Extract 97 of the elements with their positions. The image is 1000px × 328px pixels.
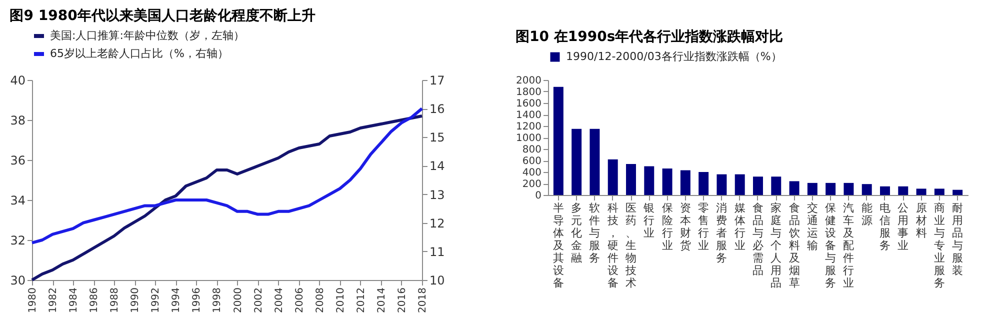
x-tick-label: 多元化金融 [571,202,582,264]
x-tick-label: 1984 [68,288,80,313]
x-tick-label: 汽车及配件行业 [843,202,854,290]
y-tick-label: 1400 [516,110,542,121]
x-tick-label: 1988 [110,288,121,313]
bar [572,128,582,195]
y-tick-label: 36 [10,154,26,168]
x-tick-label: 1996 [192,288,203,313]
y2-tick-label: 17 [430,74,445,88]
bar [608,159,618,195]
y-tick-label: 1600 [516,98,542,110]
y-tick-label: 1000 [516,133,542,144]
x-tick-label: 资本财货 [680,202,691,252]
x-tick-label: 耐用品与服装 [952,202,964,277]
y-tick-label: 38 [10,114,26,128]
x-tick-label: 原材料 [914,202,927,240]
y-tick-label: 30 [10,274,26,288]
bar [862,184,872,195]
x-tick-label: 1986 [89,288,100,313]
x-tick-label: 2004 [274,288,285,313]
bar [916,188,926,195]
x-tick-label: 电信服务 [880,202,890,252]
bar [626,164,636,195]
x-tick-label: 2010 [335,288,346,313]
x-tick-label: 2012 [356,288,367,313]
x-tick-label: 银行业 [642,202,655,240]
x-tick-label: 保险行业 [662,202,673,252]
legend-label: 65岁以上老龄人口占比（%，右轴） [50,47,228,60]
x-tick-label: 1992 [150,288,162,313]
bar [934,188,944,195]
y-tick-label: 200 [522,179,542,190]
x-tick-label: 零售行业 [698,202,710,252]
bar [826,182,836,195]
x-tick-label: 2002 [253,288,264,313]
x-tick-label: 2008 [314,288,326,313]
bar [553,86,564,195]
legend-label: 1990/12-2000/03各行业指数涨跌幅（%） [566,50,782,63]
y-tick-label: 0 [535,190,542,202]
bar [662,168,672,195]
bar [898,186,908,195]
legend-label: 美国:人口推算:年龄中位数（岁，左轴） [50,29,244,42]
y-tick-label: 2000 [516,76,542,86]
bar [952,190,963,195]
x-tick-label: 医药、生物技术 [624,202,636,290]
y-tick-label: 40 [10,74,26,88]
x-tick-label: 2000 [232,288,244,313]
chart-title: 图9 1980年代以来美国人口老龄化程度不断上升 [10,7,316,24]
x-tick-label: 2016 [396,288,408,313]
y2-tick-label: 16 [430,102,445,116]
x-tick-label: 半导体及其设备 [552,202,564,290]
y-tick-label: 400 [522,168,542,178]
bar [771,176,782,195]
bar [680,170,690,195]
bar [734,174,745,195]
x-tick-label: 食品与必需品 [752,202,764,277]
x-tick-label: 食品饮料及烟草 [788,202,800,290]
x-tick-label: 1998 [212,288,224,313]
x-tick-label: 消费者服务 [716,202,728,264]
x-tick-label: 1982 [48,288,60,313]
x-tick-label: 能源 [861,202,872,227]
x-tick-label: 商业与专业服务 [934,202,945,290]
y-tick-label: 800 [522,144,542,156]
y2-tick-label: 10 [430,274,445,288]
bar [844,182,854,195]
x-tick-label: 软件与服务 [589,202,600,264]
x-tick-label: 媒体行业 [734,202,746,252]
y2-tick-label: 12 [430,216,445,230]
y-tick-label: 1200 [516,122,542,132]
line-series [30,107,424,244]
x-tick-label: 2006 [294,288,306,313]
x-tick-label: 1980 [28,288,38,313]
x-tick-label: 2014 [376,288,388,313]
y2-tick-label: 14 [430,159,445,174]
x-tick-label: 交通运输 [806,202,818,252]
y2-tick-label: 11 [430,244,445,259]
y-tick-label: 600 [522,156,542,167]
bar [753,176,763,195]
x-tick-label: 2018 [418,288,428,313]
y2-tick-label: 15 [430,130,445,145]
x-tick-label: 家庭与个人用品 [770,202,782,290]
x-tick-label: 1994 [171,288,182,313]
bar [789,181,800,195]
bar [590,128,600,195]
x-tick-label: 保健设备与服务 [825,202,836,290]
y2-tick-label: 13 [430,188,445,202]
y-tick-label: 34 [10,194,26,208]
bar [807,182,818,195]
bar [644,166,654,195]
x-tick-label: 科技，硬件设备 [606,202,618,290]
bar [698,172,709,195]
bar [716,174,727,195]
y-tick-label: 32 [10,234,26,248]
x-tick-label: 公用事业 [898,202,909,252]
chart-title: 图10 在1990s年代各行业指数涨跌幅对比 [516,29,784,45]
bar [880,186,890,195]
x-tick-label: 1990 [130,288,142,313]
y-tick-label: 1800 [516,87,542,98]
